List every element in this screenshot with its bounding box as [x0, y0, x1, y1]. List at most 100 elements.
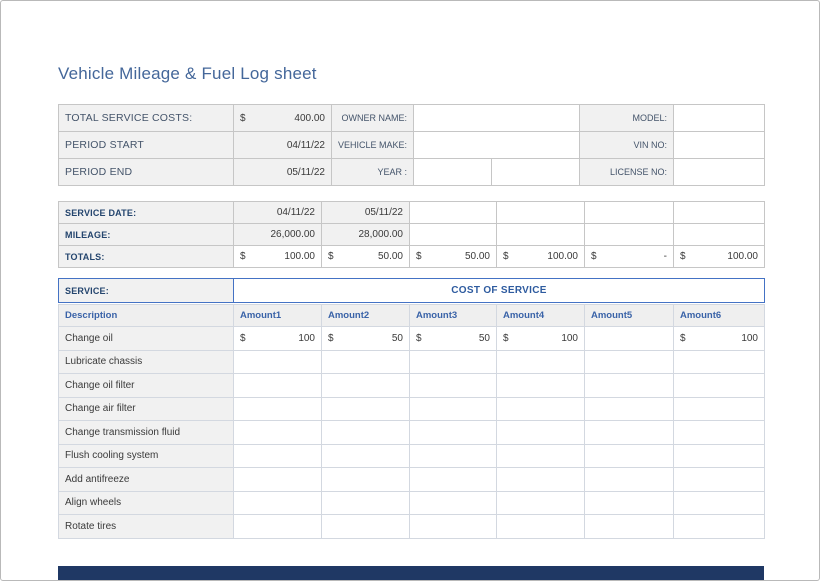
totals-cell-3[interactable]: $ 50.00	[410, 246, 497, 268]
amount-cell[interactable]	[497, 350, 585, 374]
amount-cell[interactable]	[234, 397, 322, 421]
amount-cell[interactable]	[234, 491, 322, 515]
service-description-cell[interactable]: Flush cooling system	[59, 444, 234, 468]
amount-cell[interactable]	[674, 515, 765, 539]
mileage-value-2[interactable]: 28,000.00	[322, 224, 410, 246]
amount-cell[interactable]	[585, 374, 674, 398]
amount-cell[interactable]	[674, 397, 765, 421]
vehicle-make-input[interactable]	[414, 132, 580, 159]
amount-cell[interactable]	[585, 491, 674, 515]
amount-cell[interactable]	[497, 468, 585, 492]
amount-cell[interactable]: $ 100	[234, 327, 322, 351]
period-end-value[interactable]: 05/11/22	[234, 159, 332, 186]
amount-cell[interactable]	[234, 468, 322, 492]
amount-cell[interactable]	[585, 468, 674, 492]
amount-cell[interactable]	[497, 421, 585, 445]
currency-symbol: $	[591, 251, 597, 262]
vin-no-input[interactable]	[674, 132, 765, 159]
service-date-value-4[interactable]	[497, 202, 585, 224]
service-description-cell[interactable]: Add antifreeze	[59, 468, 234, 492]
totals-cell-4[interactable]: $ 100.00	[497, 246, 585, 268]
amount-cell[interactable]	[410, 444, 497, 468]
mileage-value-1[interactable]: 26,000.00	[234, 224, 322, 246]
amount-cell[interactable]	[585, 350, 674, 374]
amount-cell[interactable]	[410, 421, 497, 445]
totals-cell-1[interactable]: $ 100.00	[234, 246, 322, 268]
amount-cell[interactable]	[322, 350, 410, 374]
table-row: Add antifreeze	[59, 468, 765, 492]
amount-cell[interactable]	[497, 515, 585, 539]
amount-cell[interactable]	[410, 468, 497, 492]
service-description-cell[interactable]: Align wheels	[59, 491, 234, 515]
amount-cell[interactable]: $ 50	[322, 327, 410, 351]
amount-cell[interactable]: $ 100	[497, 327, 585, 351]
amount-cell[interactable]	[674, 491, 765, 515]
amount-cell[interactable]	[410, 491, 497, 515]
period-start-value[interactable]: 04/11/22	[234, 132, 332, 159]
amount-cell[interactable]	[234, 515, 322, 539]
amount-cell[interactable]	[674, 468, 765, 492]
service-header-row: SERVICE: COST OF SERVICE	[58, 278, 765, 303]
currency-symbol: $	[328, 251, 334, 262]
amount-cell[interactable]: $ 50	[410, 327, 497, 351]
amount-cell[interactable]	[234, 374, 322, 398]
amount-cell[interactable]	[585, 444, 674, 468]
total-service-costs-label: TOTAL SERVICE COSTS:	[59, 105, 234, 132]
mileage-value-3[interactable]	[410, 224, 497, 246]
amount-cell[interactable]	[234, 350, 322, 374]
amount-cell[interactable]	[674, 421, 765, 445]
amount-cell[interactable]	[322, 397, 410, 421]
amount-cell[interactable]: $ 100	[674, 327, 765, 351]
amount-cell[interactable]	[322, 491, 410, 515]
amount-cell[interactable]	[674, 374, 765, 398]
amount-cell[interactable]	[585, 515, 674, 539]
service-description-cell[interactable]: Change air filter	[59, 397, 234, 421]
service-date-row: SERVICE DATE: 04/11/22 05/11/22	[59, 202, 765, 224]
amount-cell[interactable]	[234, 421, 322, 445]
service-date-value-5[interactable]	[585, 202, 674, 224]
service-date-label: SERVICE DATE:	[59, 202, 234, 224]
totals-cell-2[interactable]: $ 50.00	[322, 246, 410, 268]
totals-cell-5[interactable]: $ -	[585, 246, 674, 268]
amount-cell[interactable]	[322, 421, 410, 445]
service-description-cell[interactable]: Rotate tires	[59, 515, 234, 539]
amount-cell[interactable]	[674, 444, 765, 468]
mileage-value-6[interactable]	[674, 224, 765, 246]
amount-cell[interactable]	[497, 374, 585, 398]
service-description-cell[interactable]: Change oil filter	[59, 374, 234, 398]
amount-cell[interactable]	[497, 491, 585, 515]
year-input-2[interactable]	[492, 159, 580, 186]
amount-cell[interactable]	[322, 468, 410, 492]
mileage-row: MILEAGE: 26,000.00 28,000.00	[59, 224, 765, 246]
amount-cell[interactable]	[322, 374, 410, 398]
amount-cell[interactable]	[410, 515, 497, 539]
model-input[interactable]	[674, 105, 765, 132]
amount-cell[interactable]	[410, 397, 497, 421]
amount-cell[interactable]	[585, 397, 674, 421]
service-date-value-6[interactable]	[674, 202, 765, 224]
amount-cell[interactable]	[585, 421, 674, 445]
currency-symbol: $	[680, 332, 686, 344]
amount-cell[interactable]	[497, 444, 585, 468]
service-description-cell[interactable]: Change transmission fluid	[59, 421, 234, 445]
amount-cell[interactable]	[410, 374, 497, 398]
service-description-cell[interactable]: Change oil	[59, 327, 234, 351]
service-date-value-3[interactable]	[410, 202, 497, 224]
mileage-value-4[interactable]	[497, 224, 585, 246]
service-date-value-1[interactable]: 04/11/22	[234, 202, 322, 224]
service-date-value-2[interactable]: 05/11/22	[322, 202, 410, 224]
year-input[interactable]	[414, 159, 492, 186]
amount-cell[interactable]	[234, 444, 322, 468]
amount-cell[interactable]	[322, 444, 410, 468]
amount-cell[interactable]	[410, 350, 497, 374]
amount-cell[interactable]	[322, 515, 410, 539]
owner-name-input[interactable]	[414, 105, 580, 132]
totals-cell-6[interactable]: $ 100.00	[674, 246, 765, 268]
service-description-cell[interactable]: Lubricate chassis	[59, 350, 234, 374]
amount-cell[interactable]	[497, 397, 585, 421]
license-no-input[interactable]	[674, 159, 765, 186]
amount-cell[interactable]	[585, 327, 674, 351]
amount-cell[interactable]	[674, 350, 765, 374]
mileage-value-5[interactable]	[585, 224, 674, 246]
total-service-costs-value[interactable]: $ 400.00	[234, 105, 332, 132]
